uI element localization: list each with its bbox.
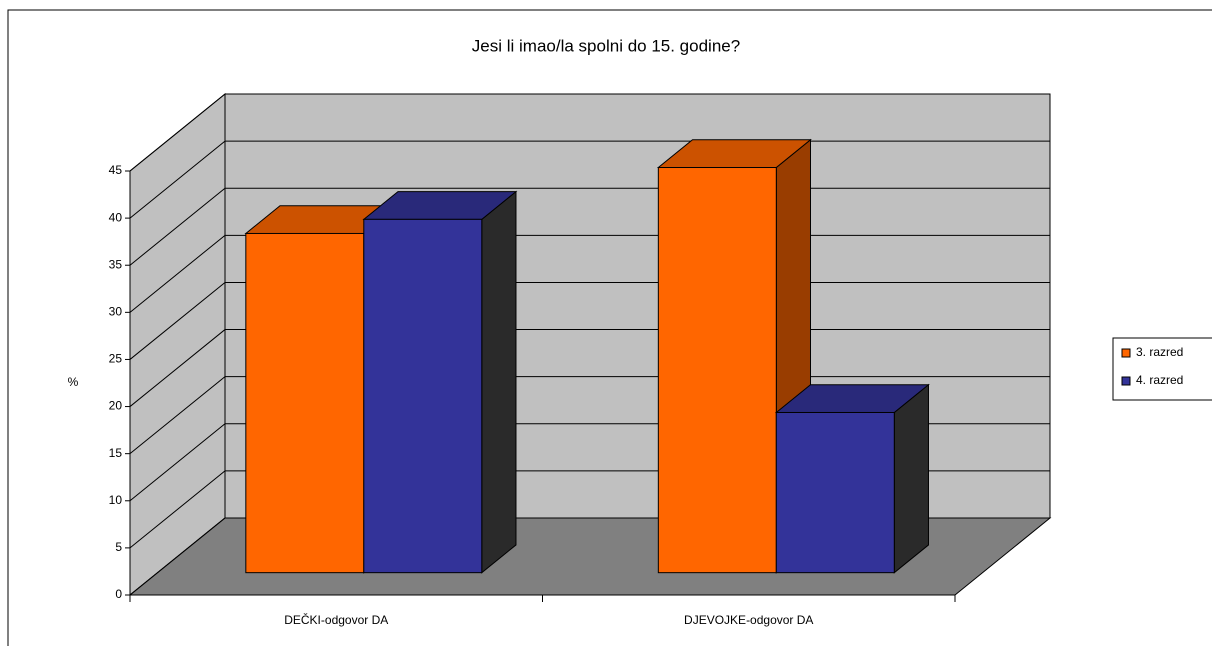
- chart-title: Jesi li imao/la spolni do 15. godine?: [472, 36, 740, 55]
- bar: [245, 232, 365, 574]
- x-tick-label: DEČKI-odgovor DA: [284, 612, 388, 627]
- y-axis-label: %: [68, 375, 79, 389]
- y-tick-label: 30: [109, 305, 123, 319]
- legend-swatch: [1121, 348, 1131, 358]
- y-tick-label: 25: [109, 352, 123, 366]
- bar-side: [481, 190, 517, 574]
- side-wall: [129, 92, 226, 597]
- bar: [657, 167, 777, 574]
- legend-label: 4. razred: [1136, 373, 1183, 387]
- bar-side: [893, 383, 929, 574]
- y-tick-label: 15: [109, 446, 123, 460]
- y-tick-label: 45: [109, 163, 123, 177]
- y-tick-label: 10: [109, 493, 123, 507]
- legend-label: 3. razred: [1136, 345, 1183, 359]
- bar: [363, 218, 483, 574]
- legend-swatch: [1121, 376, 1131, 386]
- bar: [775, 411, 895, 574]
- y-tick-label: 35: [109, 257, 123, 271]
- legend-box: [1112, 337, 1212, 401]
- y-tick-label: 5: [115, 540, 122, 554]
- y-tick-label: 40: [109, 210, 123, 224]
- y-tick-label: 20: [109, 399, 123, 413]
- y-tick-label: 0: [115, 587, 122, 601]
- x-tick-label: DJEVOJKE-odgovor DA: [684, 613, 813, 627]
- grid-line: [129, 93, 1050, 172]
